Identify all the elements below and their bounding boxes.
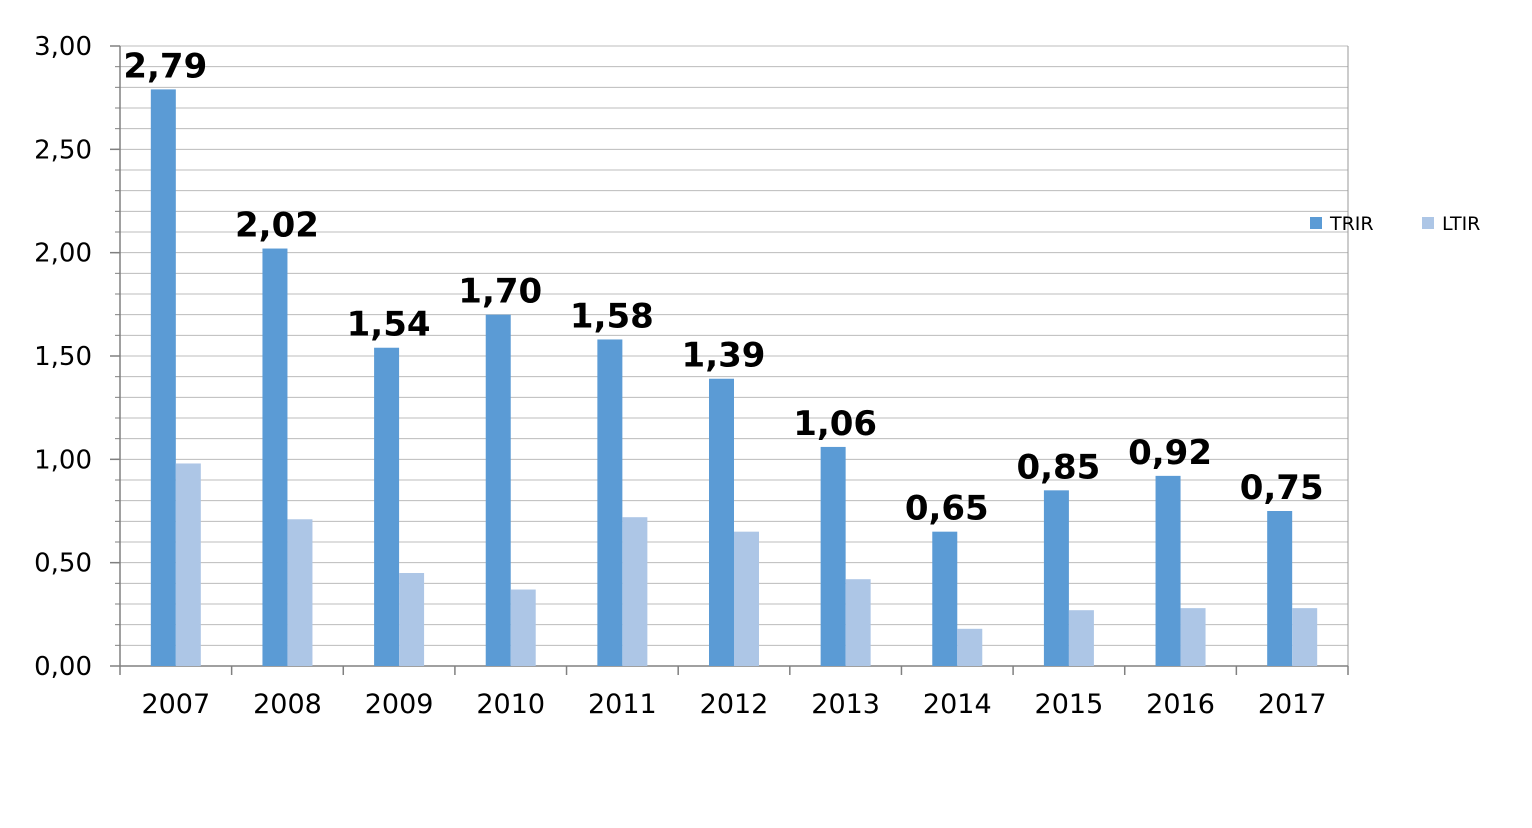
x-tick-label: 2016	[1146, 689, 1215, 720]
bar-trir	[262, 248, 288, 667]
data-label-trir: 1,39	[682, 336, 766, 376]
data-label-trir: 2,79	[123, 46, 207, 86]
y-tick-label: 2,00	[34, 239, 92, 269]
bar-ltir	[845, 579, 871, 666]
data-label-trir: 1,54	[347, 305, 431, 345]
data-label-trir: 1,70	[458, 272, 542, 312]
data-label-trir: 2,02	[235, 206, 319, 246]
y-tick-label: 0,50	[34, 549, 92, 579]
x-tick-label: 2014	[923, 689, 992, 720]
axes: 0,00 0,50 1,00 1,50 2,00 2,50 3,00 2007 2008 2009…	[34, 32, 1349, 720]
y-tick-label: 3,00	[34, 32, 92, 62]
x-tick-label: 2007	[141, 689, 210, 720]
bar-trir	[1155, 475, 1181, 666]
data-labels: 2,79 2,02 1,54 1,70 1,58 1,39 1,06 0,65 0,85 0,92…	[123, 46, 1323, 528]
x-tick-label: 2010	[476, 689, 545, 720]
x-tick-label: 2011	[588, 689, 657, 720]
bar-ltir	[287, 519, 313, 666]
x-tick-label: 2013	[811, 689, 880, 720]
bars	[150, 89, 1318, 667]
bar-trir	[150, 89, 176, 666]
legend-swatch-ltir	[1422, 217, 1434, 229]
x-tick-label: 2017	[1258, 689, 1327, 720]
bar-trir	[1043, 490, 1069, 666]
bar-trir	[597, 339, 623, 666]
x-tick-label: 2008	[253, 689, 322, 720]
bar-ltir	[1068, 610, 1094, 666]
data-label-trir: 0,92	[1128, 433, 1212, 473]
bar-trir	[374, 347, 400, 666]
bar-trir	[1267, 511, 1293, 666]
bar-ltir	[622, 517, 648, 666]
bar-trir	[485, 314, 511, 666]
legend-label-trir: TRIR	[1329, 213, 1374, 235]
data-label-trir: 1,58	[570, 296, 654, 336]
x-tick-label: 2015	[1035, 689, 1104, 720]
bar-ltir	[1180, 608, 1206, 666]
y-tick-label: 0,00	[34, 652, 92, 682]
legend: TRIR LTIR	[1310, 213, 1480, 235]
x-tick-label: 2012	[700, 689, 769, 720]
bar-ltir	[734, 531, 759, 666]
y-tick-label: 1,00	[34, 445, 92, 475]
bar-ltir	[175, 463, 201, 666]
bar-trir	[932, 531, 958, 666]
bar-ltir	[510, 589, 536, 666]
bar-ltir	[1292, 608, 1318, 666]
data-label-trir: 1,06	[793, 404, 877, 444]
data-label-trir: 0,75	[1240, 468, 1324, 508]
bar-trir	[820, 446, 846, 666]
y-tick-label: 1,50	[34, 342, 92, 372]
y-tick-label: 2,50	[34, 135, 92, 165]
bar-trir	[709, 378, 734, 666]
x-tick-label: 2009	[365, 689, 434, 720]
bar-ltir	[957, 628, 983, 666]
data-label-trir: 0,85	[1016, 447, 1100, 487]
data-label-trir: 0,65	[905, 489, 989, 529]
legend-swatch-trir	[1310, 217, 1322, 229]
legend-label-ltir: LTIR	[1442, 213, 1480, 235]
bar-ltir	[399, 573, 425, 666]
